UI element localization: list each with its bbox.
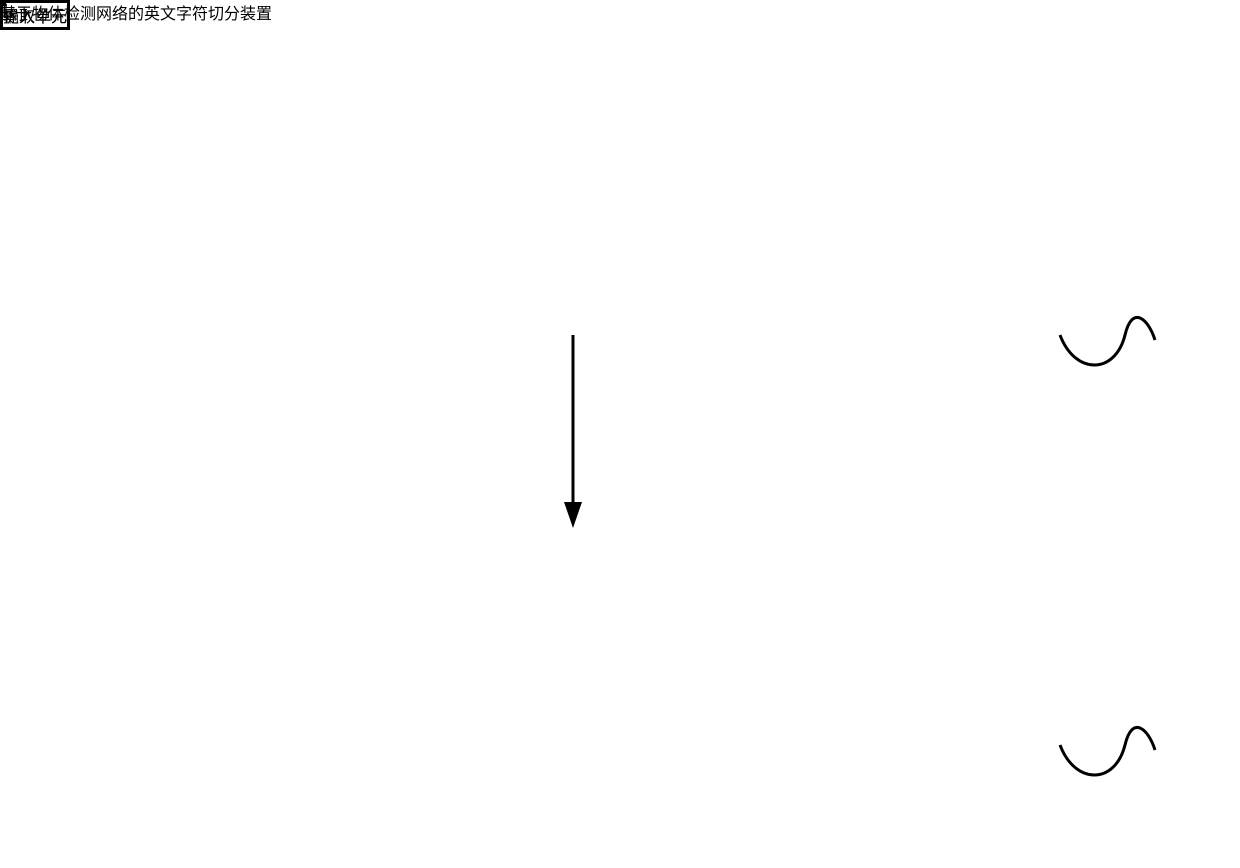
leader-squiggle-2: [1060, 727, 1155, 775]
connectors-overlay: [0, 0, 1240, 868]
arrow-head-icon: [564, 502, 582, 528]
leader-squiggle-1: [1060, 317, 1155, 365]
reference-number-2: 2: [0, 0, 8, 18]
input-unit-label: 输入单元: [3, 3, 67, 27]
input-unit-box: 输入单元: [0, 0, 70, 30]
